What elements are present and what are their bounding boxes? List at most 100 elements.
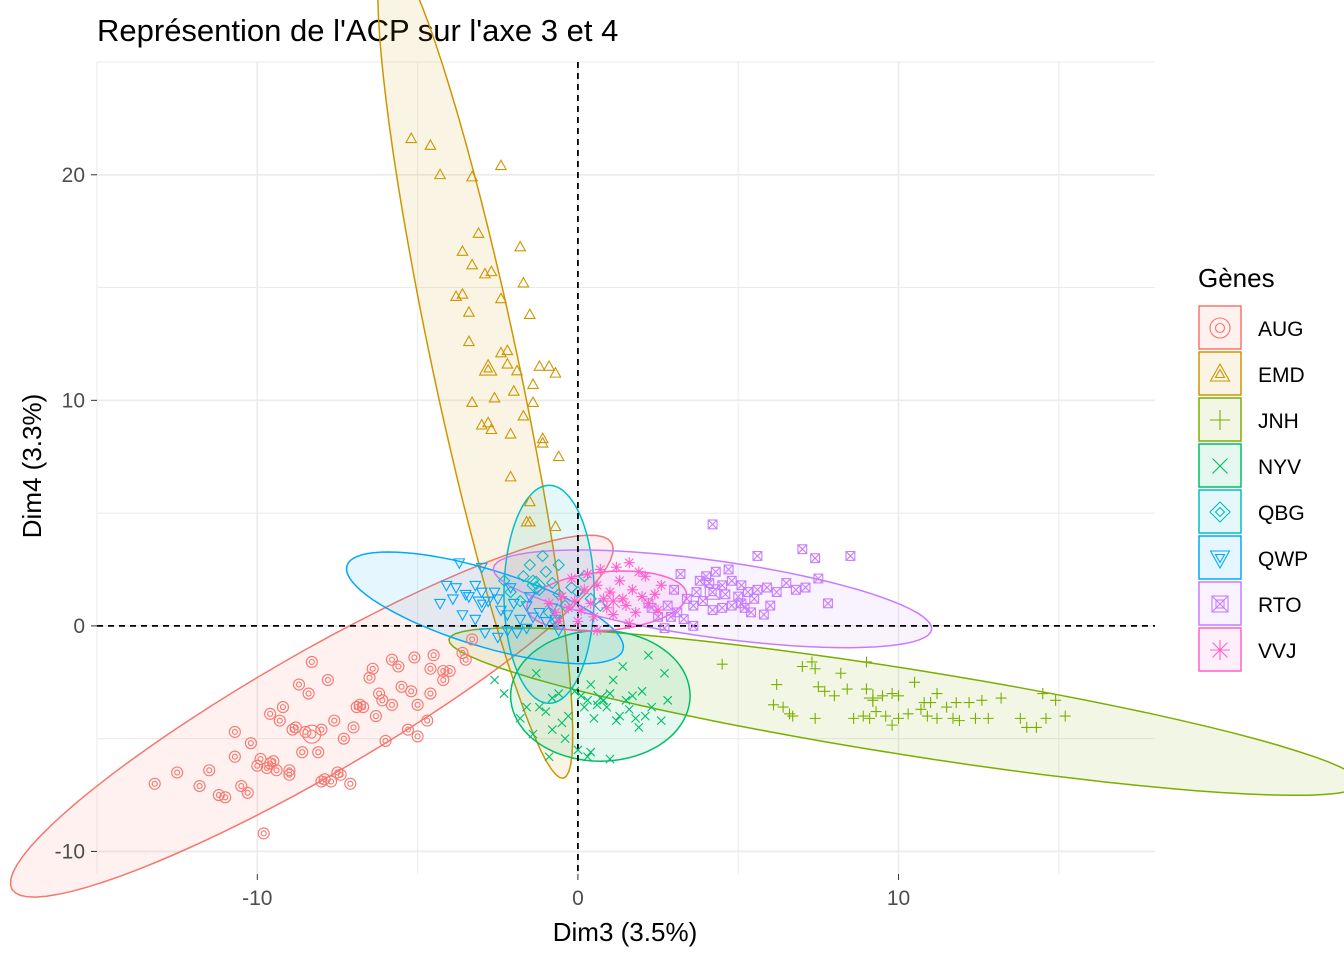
point-aug [241, 786, 254, 799]
point-aug [321, 673, 334, 687]
point-emd [510, 364, 524, 376]
point-qwp [449, 583, 463, 595]
legend-key-symbol [1210, 640, 1230, 660]
point-emd [542, 359, 556, 371]
point-vvj [642, 597, 654, 609]
point-rto [688, 600, 699, 611]
point-vvj [649, 588, 661, 600]
point-emd [501, 357, 514, 369]
point-vvj [610, 561, 622, 573]
point-nyv [586, 747, 596, 757]
legend-label: EMD [1258, 364, 1305, 387]
point-vvj [626, 584, 638, 596]
point-jnh [995, 692, 1007, 704]
point-aug [405, 685, 418, 698]
point-rto [733, 591, 744, 602]
point-aug [357, 701, 370, 714]
point-jnh [806, 656, 818, 668]
point-nyv [583, 695, 593, 705]
point-jnh [767, 699, 779, 711]
point-emd [501, 344, 514, 356]
mean-rto [704, 584, 721, 600]
point-jnh [969, 712, 981, 724]
point-vvj [623, 557, 635, 569]
point-jnh [953, 715, 965, 727]
point-aug [171, 766, 184, 779]
point-qbg [497, 574, 511, 588]
legend-item-nyv: NYV [1198, 443, 1301, 488]
point-aug [337, 732, 350, 745]
mean-vvj [604, 592, 623, 611]
point-nyv [659, 668, 669, 678]
point-jnh [848, 712, 860, 724]
point-aug [267, 755, 280, 768]
point-qwp [488, 587, 501, 599]
point-vvj [607, 609, 619, 621]
point-jnh [876, 690, 888, 702]
point-rto [800, 582, 811, 593]
point-emd [517, 276, 530, 288]
point-nyv [631, 713, 641, 723]
point-qwp [533, 607, 546, 619]
legend-item-qbg: QBG [1198, 489, 1305, 534]
point-jnh [931, 712, 943, 724]
point-qbg [539, 565, 553, 579]
point-qwp [446, 594, 460, 606]
point-aug [437, 664, 450, 678]
point-rto [669, 584, 680, 595]
point-emd [485, 265, 498, 277]
point-qwp [453, 558, 466, 570]
point-jnh [931, 688, 943, 700]
point-jnh [915, 703, 927, 715]
point-vvj [652, 604, 664, 616]
point-aug [328, 714, 341, 727]
legend-item-vvj: VVJ [1198, 627, 1297, 672]
point-aug [312, 746, 325, 759]
point-qwp [510, 628, 524, 640]
point-aug [324, 775, 338, 788]
point-emd [456, 244, 469, 256]
mean-qbg [526, 575, 547, 596]
point-jnh [982, 712, 994, 724]
point-aug [385, 698, 399, 711]
plot-panel [9, 0, 1344, 898]
point-qwp [462, 592, 476, 604]
point-nyv [618, 661, 628, 672]
point-aug [344, 777, 357, 790]
point-rto [701, 571, 712, 582]
point-aug [466, 633, 479, 646]
point-aug [273, 714, 286, 727]
legend-item-qwp: QWP [1198, 535, 1308, 580]
point-rto [752, 551, 763, 561]
legend-key-symbol [1209, 317, 1231, 339]
point-rto [707, 519, 718, 530]
x-axis-ticks: -10 0 10 [242, 874, 910, 910]
point-emd [504, 427, 517, 439]
point-jnh [893, 690, 905, 702]
point-jnh [857, 710, 869, 722]
mean-jnh [863, 689, 882, 708]
point-emd [523, 495, 536, 507]
point-vvj [598, 593, 610, 605]
point-jnh [976, 694, 988, 706]
point-jnh [835, 667, 847, 679]
legend-item-aug: AUG [1198, 305, 1304, 350]
point-jnh [819, 685, 831, 697]
point-nyv [576, 691, 586, 701]
point-aug [292, 678, 306, 691]
point-qbg [504, 585, 517, 599]
y-tick-label: 20 [62, 164, 85, 187]
point-aug [376, 694, 389, 707]
point-qbg [517, 569, 530, 583]
point-nyv [656, 716, 666, 726]
legend-label: NYV [1258, 456, 1301, 479]
point-jnh [864, 712, 876, 724]
point-jnh [963, 697, 975, 709]
point-jnh [921, 710, 933, 722]
point-rto [723, 564, 734, 575]
point-aug [257, 827, 270, 840]
point-aug [289, 721, 302, 734]
x-tick-label: 0 [572, 887, 584, 910]
point-rto [691, 587, 702, 598]
point-emd [536, 432, 549, 444]
